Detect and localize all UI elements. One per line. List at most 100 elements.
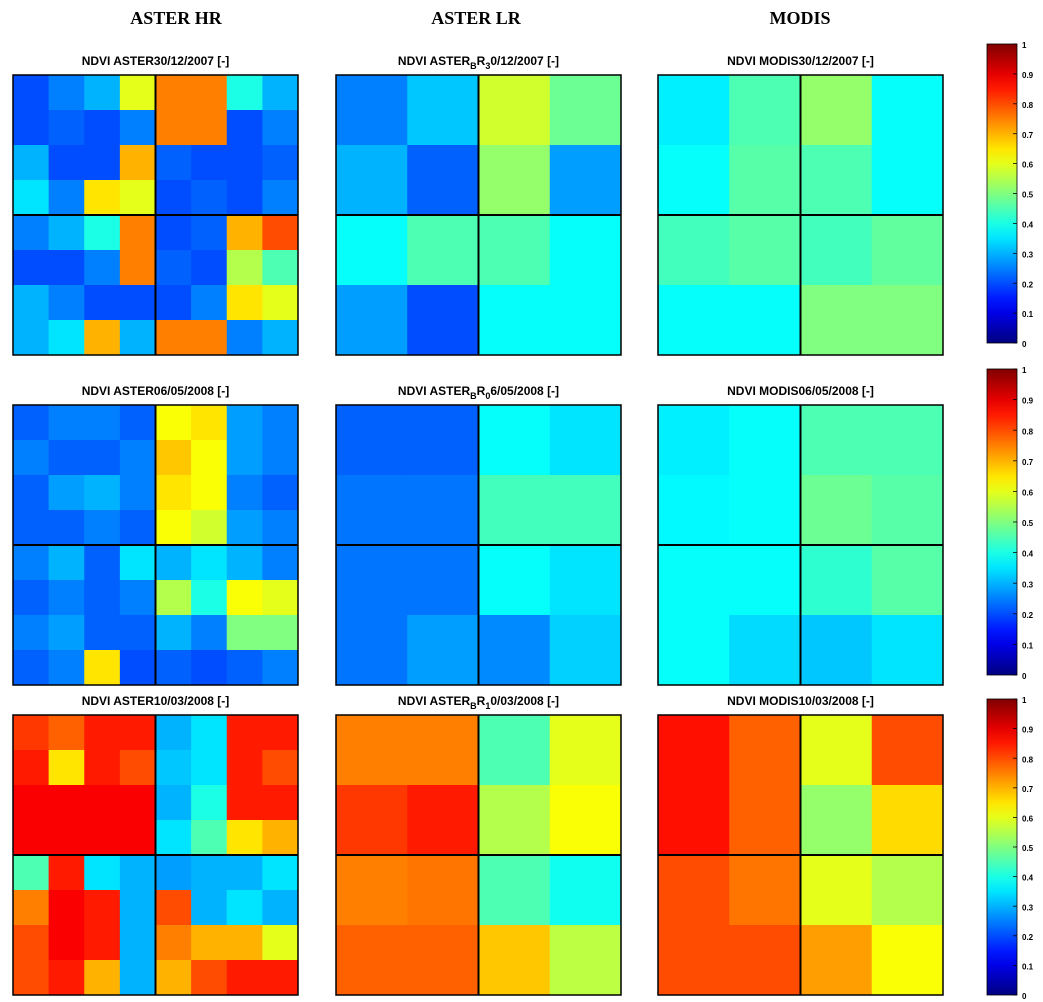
heat-cell: [48, 320, 85, 356]
colorbar-tick-label: 0.7: [1022, 131, 1034, 140]
colorbar-tick-label: 0: [1022, 992, 1027, 1001]
heat-cell: [262, 75, 299, 111]
heat-cell: [871, 145, 944, 216]
heat-cell: [48, 250, 85, 286]
heat-cell: [226, 285, 263, 321]
heat-cell: [658, 75, 730, 146]
title-part: 0/03/2008 [-]: [490, 694, 559, 708]
heat-cell: [549, 215, 622, 286]
heat-cell: [262, 545, 299, 581]
heat-cell: [48, 75, 85, 111]
heat-cell: [800, 285, 873, 356]
heat-cell: [155, 820, 192, 856]
heat-cell: [191, 855, 228, 891]
column-header: ASTER HR: [130, 8, 223, 28]
colorbar-tick-label: 1: [1022, 366, 1027, 375]
heat-cell: [478, 75, 551, 146]
title-part: 3: [485, 61, 490, 71]
title-part: B: [470, 61, 477, 71]
panel-title: NDVI ASTERBR10/03/2008 [-]: [398, 694, 559, 711]
heat-cell: [119, 285, 156, 321]
heat-cell: [262, 750, 299, 786]
heat-cell: [155, 440, 192, 476]
heat-cell: [13, 250, 50, 286]
heat-cell: [119, 650, 156, 686]
heat-cell: [871, 855, 944, 926]
heat-cell: [119, 750, 156, 786]
heat-cell: [84, 615, 121, 651]
heat-cell: [119, 580, 156, 616]
panel-title: NDVI MODIS06/05/2008 [-]: [727, 384, 874, 398]
heat-cell: [262, 405, 299, 441]
heat-cell: [48, 110, 85, 146]
heat-cell: [729, 785, 801, 856]
heat-cell: [84, 785, 121, 821]
heat-cell: [336, 545, 408, 616]
heat-cell: [84, 75, 121, 111]
heat-cell: [84, 545, 121, 581]
heat-cell: [191, 475, 228, 511]
heat-cell: [262, 510, 299, 546]
heat-cell: [262, 580, 299, 616]
heat-cell: [226, 180, 263, 216]
heat-cell: [191, 180, 228, 216]
heat-cell: [84, 215, 121, 251]
heat-cell: [226, 320, 263, 356]
heat-cell: [549, 285, 622, 356]
colorbar-tick-label: 0.4: [1022, 874, 1034, 883]
heat-cell: [729, 475, 801, 546]
heat-cell: [871, 925, 944, 996]
heat-cell: [871, 475, 944, 546]
heat-cell: [155, 110, 192, 146]
heat-cell: [226, 250, 263, 286]
heat-cell: [478, 545, 551, 616]
heat-cell: [800, 785, 873, 856]
colorbar: [986, 368, 1018, 676]
heat-cell: [84, 475, 121, 511]
heat-cell: [478, 215, 551, 286]
heat-cell: [658, 615, 730, 686]
heat-cell: [13, 750, 50, 786]
heat-cell: [871, 615, 944, 686]
colorbar-tick-label: 0.6: [1022, 815, 1034, 824]
heat-cell: [119, 890, 156, 926]
heat-cell: [226, 615, 263, 651]
heat-cell: [226, 75, 263, 111]
heat-cell: [84, 320, 121, 356]
heat-cell: [13, 320, 50, 356]
heat-cell: [226, 855, 263, 891]
heat-cell: [13, 960, 50, 996]
heat-cell: [191, 405, 228, 441]
colorbar-tick-label: 0.4: [1022, 550, 1034, 559]
colorbar-tick-label: 0.6: [1022, 161, 1034, 170]
heat-cell: [119, 110, 156, 146]
heat-cell: [119, 475, 156, 511]
heat-cell: [549, 925, 622, 996]
colorbar-tick-label: 0.8: [1022, 427, 1034, 436]
heat-cell: [336, 75, 408, 146]
heat-cell: [13, 650, 50, 686]
heat-cell: [48, 285, 85, 321]
heat-cell: [13, 615, 50, 651]
heat-cell: [155, 960, 192, 996]
colorbar-tick-label: 0.1: [1022, 963, 1034, 972]
heat-cell: [262, 440, 299, 476]
heat-cell: [407, 925, 479, 996]
colorbar-tick-label: 0.3: [1022, 250, 1034, 259]
heat-cell: [478, 405, 551, 476]
heat-cell: [729, 215, 801, 286]
panel-title: NDVI MODIS30/12/2007 [-]: [727, 54, 874, 68]
heat-cell: [336, 925, 408, 996]
heat-cell: [407, 145, 479, 216]
heat-cell: [155, 890, 192, 926]
heat-cell: [119, 545, 156, 581]
heat-cell: [13, 440, 50, 476]
heat-cell: [336, 855, 408, 926]
heat-cell: [800, 75, 873, 146]
heat-cell: [155, 785, 192, 821]
heat-cell: [729, 75, 801, 146]
heat-cell: [48, 890, 85, 926]
heat-cell: [191, 440, 228, 476]
heat-cell: [13, 580, 50, 616]
heat-cell: [478, 785, 551, 856]
